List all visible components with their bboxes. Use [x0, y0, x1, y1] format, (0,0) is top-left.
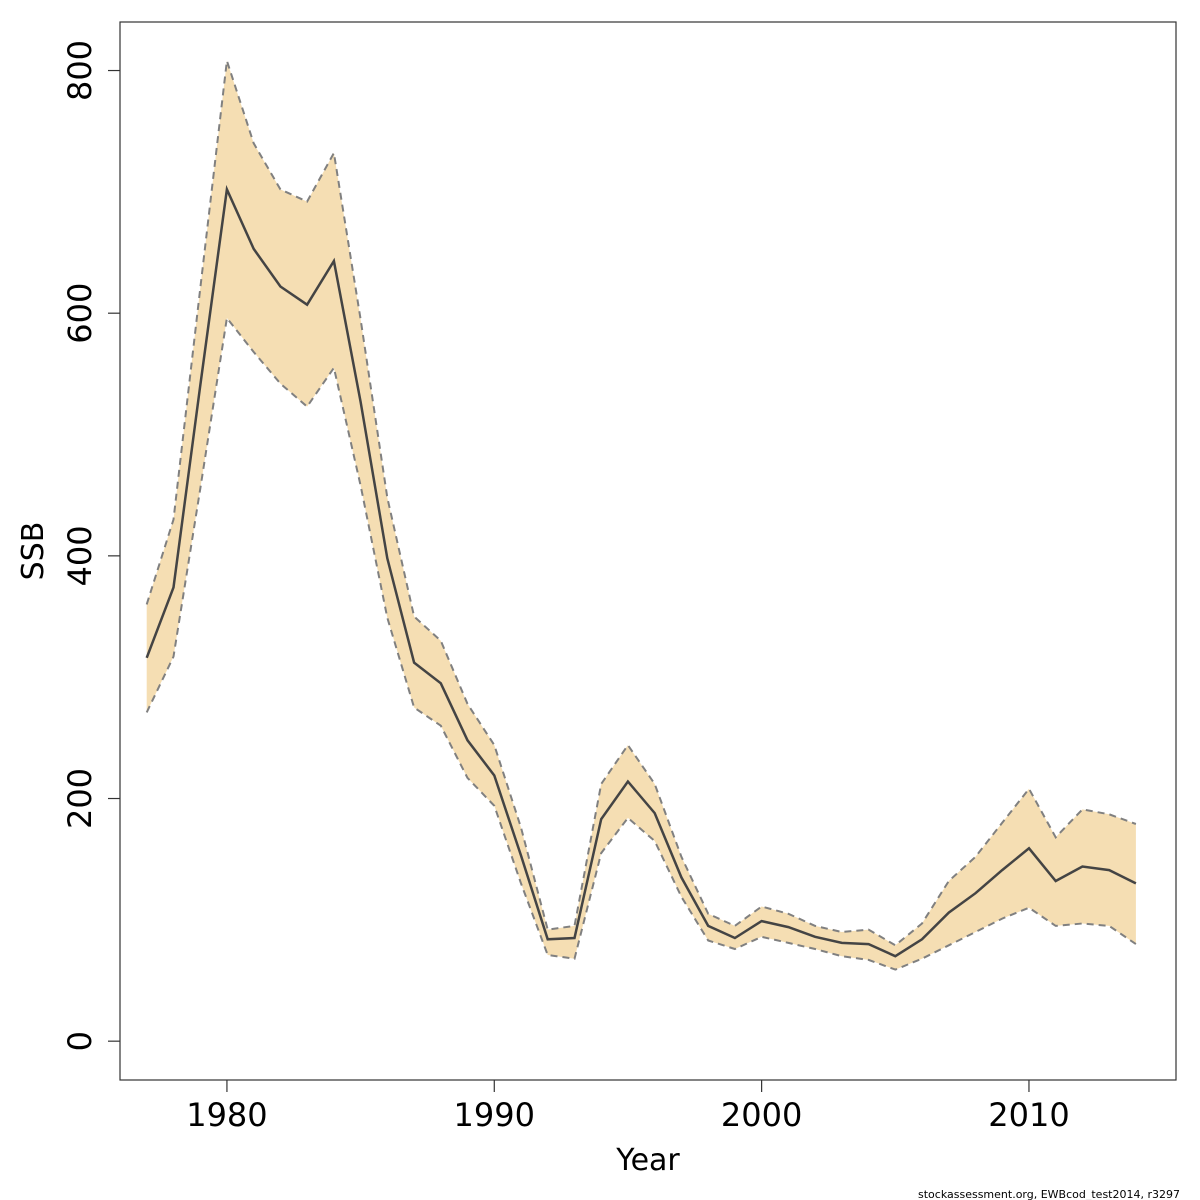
estimate-line [145, 184, 1137, 958]
x-axis: 1980 1990 2000 2010 [186, 1080, 1070, 1134]
estimate-series-line [145, 184, 1137, 958]
x-tick-label: 1980 [186, 1096, 267, 1134]
band-area [146, 60, 1136, 970]
confidence-bounds [145, 60, 1137, 971]
x-tick-label: 2010 [988, 1096, 1069, 1134]
upper-bound-line [145, 60, 1137, 947]
x-tick-label: 1990 [454, 1096, 535, 1134]
y-axis-title: SSB [16, 522, 51, 581]
y-tick-label: 600 [61, 283, 99, 344]
plot-frame [119, 21, 1177, 1081]
x-tick-label: 2000 [721, 1096, 802, 1134]
y-tick-label: 200 [61, 768, 99, 829]
y-tick-label: 400 [61, 525, 99, 586]
y-tick-label: 0 [61, 1031, 99, 1051]
footer-note: stockassessment.org, EWBcod_test2014, r3… [918, 1188, 1180, 1200]
y-tick-label: 800 [61, 40, 99, 101]
confidence-band [146, 60, 1136, 970]
lower-bound-line [145, 315, 1137, 971]
y-axis: 0 200 400 600 800 [61, 40, 120, 1051]
x-axis-title: Year [615, 1143, 680, 1178]
